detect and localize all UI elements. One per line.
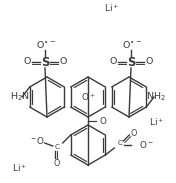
Text: O: O	[100, 117, 106, 126]
Text: O: O	[23, 57, 31, 66]
Text: C: C	[54, 144, 59, 150]
Text: S: S	[41, 55, 49, 68]
Text: $\mathsf{Li^+}$: $\mathsf{Li^+}$	[104, 2, 120, 14]
Text: $\mathsf{H_2N}$: $\mathsf{H_2N}$	[10, 91, 30, 103]
Text: O: O	[145, 57, 153, 66]
Text: $\mathsf{^-O}$: $\mathsf{^-O}$	[29, 135, 45, 147]
Text: $\mathsf{O^+}$: $\mathsf{O^+}$	[81, 91, 95, 103]
Text: O: O	[130, 128, 137, 137]
Text: C: C	[118, 140, 123, 146]
Text: $\mathsf{O^-}$: $\mathsf{O^-}$	[139, 139, 154, 150]
Text: O: O	[59, 57, 67, 66]
Text: $\mathsf{NH_2}$: $\mathsf{NH_2}$	[146, 91, 166, 103]
Text: $\mathsf{O^{\bullet-}}$: $\mathsf{O^{\bullet-}}$	[122, 38, 142, 49]
Text: O: O	[109, 57, 117, 66]
Text: $\mathsf{Li^+}$: $\mathsf{Li^+}$	[12, 162, 28, 174]
Text: O: O	[54, 160, 60, 169]
Text: $\mathsf{Li^+}$: $\mathsf{Li^+}$	[149, 116, 165, 128]
Text: $\mathsf{O^{\bullet-}}$: $\mathsf{O^{\bullet-}}$	[36, 38, 56, 49]
Text: S: S	[127, 55, 135, 68]
